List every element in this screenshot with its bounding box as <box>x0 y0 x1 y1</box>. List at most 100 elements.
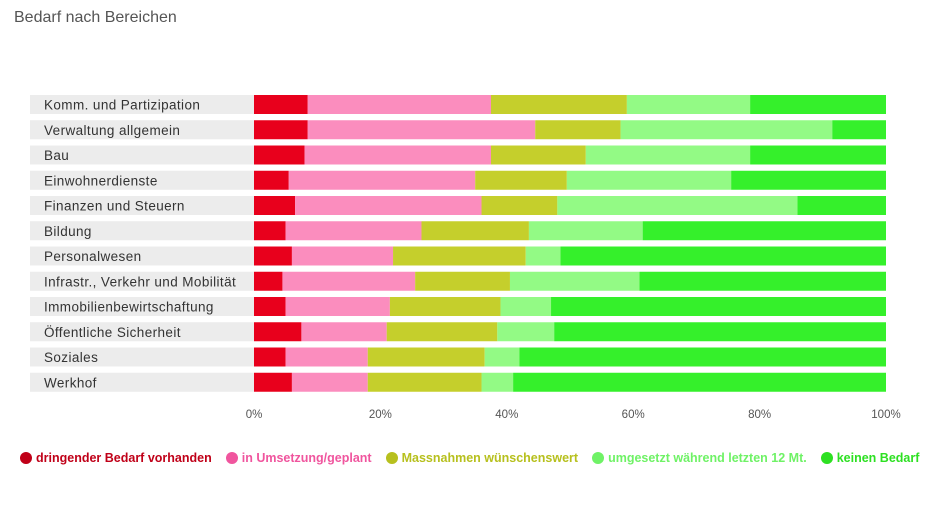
bar-segment <box>554 322 886 342</box>
category-label: Werkhof <box>44 375 97 390</box>
bar-segment <box>254 347 286 367</box>
legend-item: in Umsetzung/geplant <box>225 451 372 465</box>
bar-segment <box>497 322 555 342</box>
x-tick-label: 0% <box>246 409 263 421</box>
legend-swatch-icon <box>20 452 32 464</box>
category-label: Bildung <box>44 224 92 239</box>
legend-swatch-icon <box>225 452 238 464</box>
legend-label: in Umsetzung/geplant <box>241 451 372 465</box>
category-label-bg <box>30 297 254 316</box>
bar-segment <box>288 170 476 190</box>
legend-swatch-icon <box>592 452 605 464</box>
legend-label: Massnahmen wünschenswert <box>401 451 579 465</box>
category-label-bg <box>30 120 254 140</box>
bar-segment <box>551 297 886 316</box>
bar-segment <box>254 120 308 140</box>
category-label: Finanzen und Steuern <box>44 199 185 214</box>
bar-segment <box>254 372 292 392</box>
bar-segment <box>285 347 368 367</box>
bar-segment <box>282 271 416 291</box>
category-label-bg <box>30 322 254 342</box>
bar-segment <box>491 95 627 114</box>
category-label-bg <box>30 145 254 165</box>
bar-segment <box>254 221 286 241</box>
category-label: Infrastr., Verkehr und Mobilität <box>44 274 236 289</box>
category-label-bg <box>30 347 254 367</box>
category-label-bg <box>30 95 254 114</box>
bar-segment <box>626 95 751 114</box>
bar-segment <box>254 322 302 342</box>
stacked-bar-chart: Komm. und Partizipation Verwaltung allgem… <box>30 95 901 421</box>
legend-label: dringender Bedarf vorhanden <box>36 451 212 465</box>
chart-legend: dringender Bedarf vorhanden in Umsetzung/… <box>20 449 919 467</box>
bar-segment <box>750 95 886 114</box>
legend-item: umgesetzt während letzten 12 Mt. <box>592 451 807 465</box>
bar-segment <box>307 120 536 140</box>
legend-item: dringender Bedarf vorhanden <box>20 451 212 465</box>
x-tick-label: 20% <box>369 409 392 421</box>
category-label-bg <box>30 170 254 190</box>
bar-segment <box>832 120 886 140</box>
bar-segment <box>254 95 308 114</box>
category-label-bg <box>30 246 254 266</box>
bar-segment <box>750 145 886 165</box>
bar-segment <box>797 196 886 215</box>
bar-segment <box>285 221 422 241</box>
x-tick-label: 60% <box>622 409 645 421</box>
bar-segment <box>285 297 390 316</box>
bar-segment <box>393 246 526 266</box>
bar-segment <box>525 246 561 266</box>
bar-segment <box>639 271 886 291</box>
bar-segment <box>254 196 296 215</box>
category-label: Immobilienbewirtschaftung <box>44 300 214 315</box>
bar-segment <box>560 246 886 266</box>
bar-segment <box>301 322 387 342</box>
bar-segment <box>304 145 491 165</box>
bar-segment <box>475 170 567 190</box>
bar-segment <box>519 347 886 367</box>
legend-swatch-icon <box>385 452 398 464</box>
bar-segment <box>367 372 482 392</box>
category-label: Komm. und Partizipation <box>44 98 200 113</box>
bar-segment <box>307 95 491 114</box>
bar-segment <box>566 170 732 190</box>
legend-label: keinen Bedarf <box>836 451 920 465</box>
bar-segment <box>620 120 833 140</box>
bar-segment <box>513 372 886 392</box>
bar-segment <box>291 372 368 392</box>
bar-segment <box>291 246 394 266</box>
bar-segment <box>254 297 286 316</box>
category-label-bg <box>30 271 254 291</box>
bar-segment <box>389 297 501 316</box>
bar-segment <box>254 271 283 291</box>
bar-segment <box>367 347 485 367</box>
category-label-bg <box>30 221 254 241</box>
x-tick-label: 80% <box>748 409 771 421</box>
bar-segment <box>421 221 529 241</box>
legend-swatch-icon <box>820 452 833 464</box>
legend-item: Massnahmen wünschenswert <box>385 451 579 465</box>
category-label-bg <box>30 196 254 215</box>
bar-segment <box>557 196 798 215</box>
bar-segment <box>386 322 498 342</box>
bar-segment <box>535 120 621 140</box>
legend-item: keinen Bedarf <box>820 451 920 465</box>
bar-segment <box>254 246 292 266</box>
bar-segment <box>254 145 305 165</box>
bar-segment <box>528 221 643 241</box>
bar-segment <box>585 145 751 165</box>
category-label: Personalwesen <box>44 249 142 264</box>
bar-segment <box>731 170 886 190</box>
category-label: Soziales <box>44 350 98 365</box>
category-label: Einwohnerdienste <box>44 173 158 188</box>
bar-segment <box>481 372 514 392</box>
bar-segment <box>254 170 289 190</box>
category-label: Öffentliche Sicherheit <box>44 325 181 340</box>
bar-segment <box>484 347 520 367</box>
category-label: Verwaltung allgemein <box>44 123 180 138</box>
bar-segment <box>491 145 586 165</box>
chart-title: Bedarf nach Bereichen <box>14 9 177 26</box>
legend-label: umgesetzt während letzten 12 Mt. <box>608 451 807 465</box>
bar-segment <box>642 221 886 241</box>
bar-segment <box>509 271 640 291</box>
